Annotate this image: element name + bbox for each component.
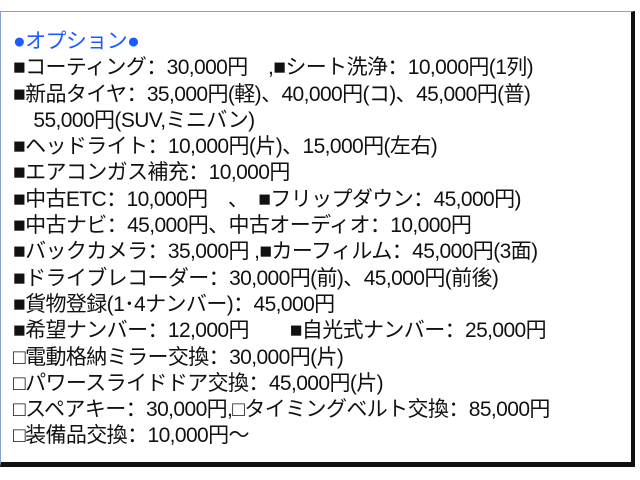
option-line: ■中古ETC：10,000円 、 ■フリップダウン：45,000円) bbox=[13, 187, 522, 211]
option-line: ■ドライブレコーダー：30,000円(前)、45,000円(前後) bbox=[13, 266, 499, 290]
option-line: ■ヘッドライト：10,000円(片)、15,000円(左右) bbox=[13, 135, 438, 159]
option-line: ■エアコンガス補充：10,000円 bbox=[13, 161, 290, 185]
option-line: ■コーティング：30,000円 ,■シート洗浄：10,000円(1列) bbox=[13, 56, 534, 80]
option-line: ■貨物登録(1･4ナンバー)：45,000円 bbox=[13, 292, 335, 316]
option-line: 55,000円(SUV,ミニバン) bbox=[13, 108, 255, 132]
option-line: □電動格納ミラー交換：30,000円(片) bbox=[13, 345, 344, 369]
option-line: ■バックカメラ：35,000円 ,■カーフィルム：45,000円(3面) bbox=[13, 240, 538, 264]
option-line: ■希望ナンバー：12,000円 ■自光式ナンバー：25,000円 bbox=[13, 319, 547, 343]
option-line: ■中古ナビ：45,000円、中古オーディオ：10,000円 bbox=[13, 214, 472, 238]
options-panel: ●オプション● ■コーティング：30,000円 ,■シート洗浄：10,000円(… bbox=[0, 11, 635, 467]
option-line: □スペアキー：30,000円,□タイミングベルト交換：85,000円 bbox=[13, 398, 550, 422]
option-line: ■新品タイヤ：35,000円(軽)、40,000円(コ)、45,000円(普) bbox=[13, 82, 531, 106]
options-list: ●オプション● ■コーティング：30,000円 ,■シート洗浄：10,000円(… bbox=[13, 29, 631, 450]
option-line: □装備品交換：10,000円～ bbox=[13, 424, 250, 448]
option-line: □パワースライドドア交換：45,000円(片) bbox=[13, 371, 384, 395]
options-title: ●オプション● bbox=[13, 30, 140, 53]
